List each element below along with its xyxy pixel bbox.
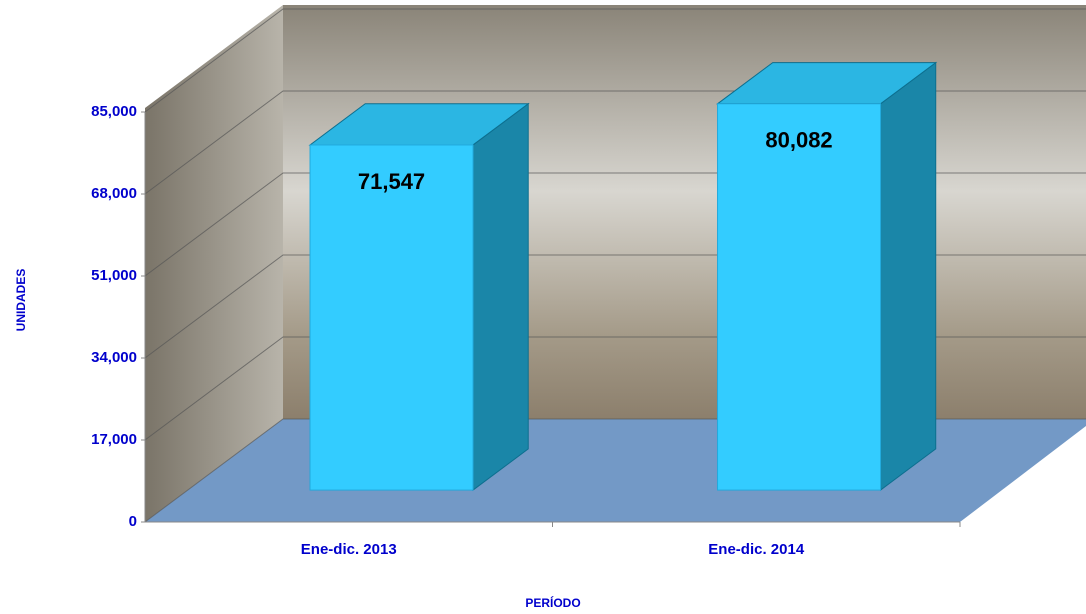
bar: [309, 144, 474, 491]
x-tick-label: Ene-dic. 2013: [301, 541, 397, 558]
bars: 71,547 80,082: [308, 61, 938, 492]
grid-line: [144, 8, 1086, 113]
y-axis-title: UNIDADES: [14, 269, 28, 332]
bar: [717, 103, 882, 491]
walls: [145, 5, 1086, 522]
y-tick-label: 51,000: [91, 267, 137, 284]
side-wall: [145, 5, 283, 522]
y-tick-label: 34,000: [91, 349, 137, 366]
x-tick-label: Ene-dic. 2014: [708, 541, 805, 558]
y-tick-label: 85,000: [91, 103, 137, 120]
y-tick-label: 17,000: [91, 431, 137, 448]
data-label: 71,547: [358, 169, 425, 194]
y-tick-label: 68,000: [91, 185, 137, 202]
bar-side: [880, 61, 937, 492]
data-label: 80,082: [765, 128, 832, 153]
floor: [145, 419, 1086, 522]
x-axis-title: PERÍODO: [525, 595, 580, 610]
bar-side: [472, 102, 529, 492]
y-tick-label: 0: [129, 513, 137, 530]
